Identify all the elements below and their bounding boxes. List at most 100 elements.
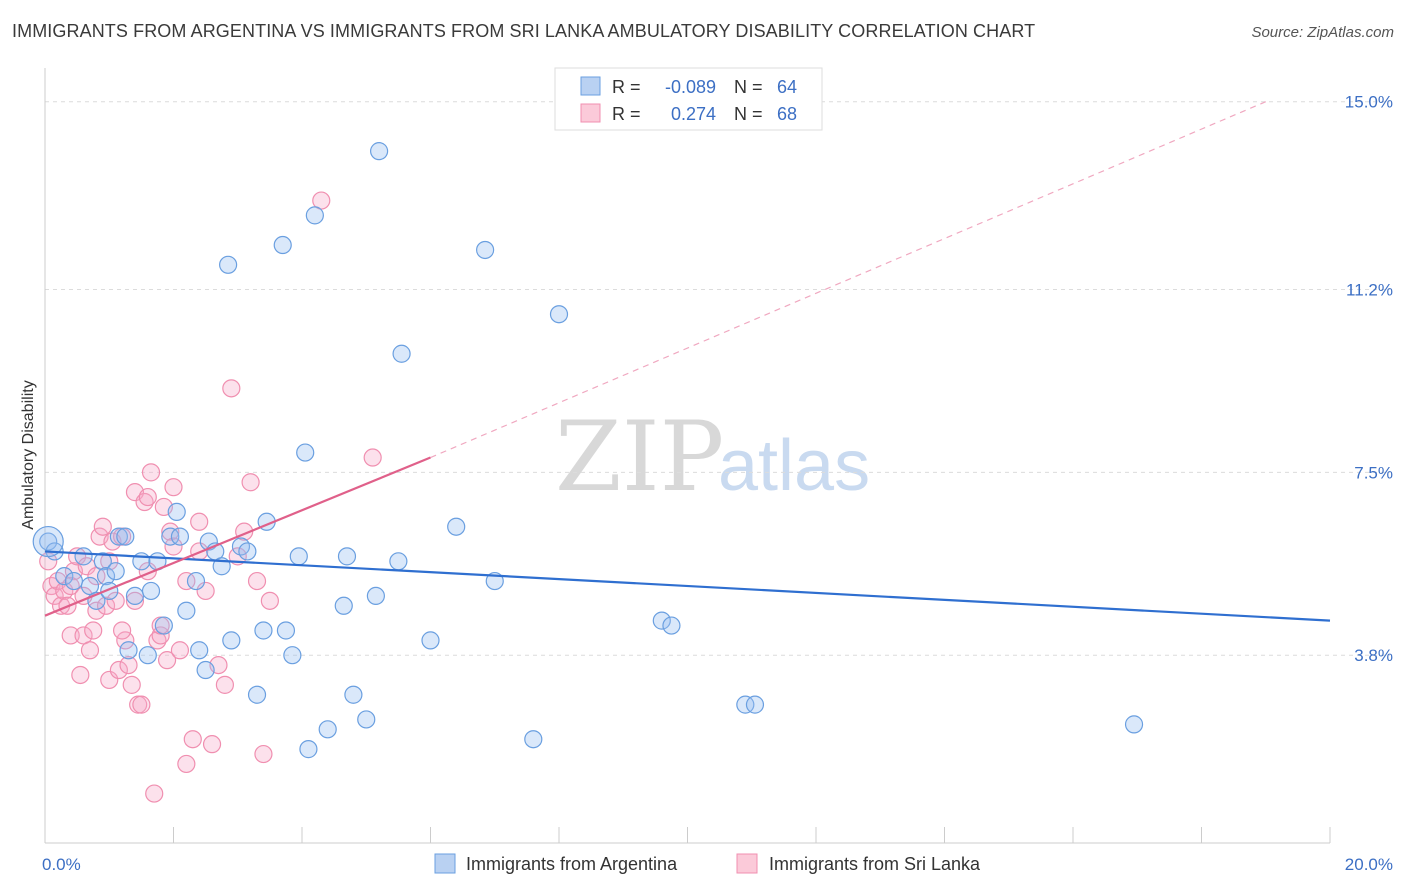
argentina-point: [222, 631, 241, 650]
argentina-point: [447, 517, 466, 536]
sri-lanka-point: [100, 552, 119, 571]
sri-lanka-point: [122, 675, 141, 694]
sri-lanka-point: [260, 591, 279, 610]
argentina-point: [370, 142, 389, 161]
y-tick-label: 7.5%: [1354, 463, 1393, 482]
sri-lanka-point: [138, 487, 157, 507]
sri-lanka-point: [45, 586, 64, 606]
argentina-trend-line: [44, 550, 1331, 622]
argentina-point: [39, 532, 58, 551]
sri-lanka-point: [161, 522, 180, 541]
argentina-point: [1124, 715, 1144, 734]
argentina-point: [119, 641, 138, 660]
legend-n-value: 68: [777, 104, 797, 124]
argentina-point: [736, 695, 755, 714]
sri-lanka-point: [177, 754, 196, 774]
argentina-point: [170, 527, 190, 546]
sri-lanka-points: [39, 191, 382, 803]
argentina-point: [141, 581, 161, 601]
argentina-point: [125, 586, 145, 606]
legend-swatch-pink: [580, 103, 601, 123]
argentina-point: [299, 740, 318, 759]
legend-swatch-argentina: [434, 853, 456, 874]
sri-lanka-point: [125, 591, 145, 610]
x-tick-labels: 0.0% 20.0%: [42, 855, 1393, 874]
sri-lanka-point: [202, 735, 222, 754]
argentina-point: [283, 646, 302, 665]
argentina-point: [421, 631, 440, 650]
sri-lanka-point: [190, 512, 209, 531]
argentina-point: [96, 567, 116, 586]
legend-r-label: R =: [612, 104, 641, 124]
sri-lanka-point: [100, 670, 119, 690]
correlation-legend: R = -0.089 N = 64 R = 0.274 N = 68: [554, 67, 823, 131]
series-legend: Immigrants from Argentina Immigrants fro…: [434, 853, 981, 874]
sri-lanka-point: [164, 537, 183, 556]
legend-n-label: N =: [734, 104, 763, 124]
argentina-point: [334, 596, 353, 615]
argentina-point: [524, 730, 543, 749]
legend-r-label: R =: [612, 77, 641, 97]
argentina-point: [109, 527, 128, 546]
legend-n-value: 64: [777, 77, 797, 97]
argentina-point: [219, 255, 238, 274]
legend-r-value: 0.274: [671, 104, 716, 124]
legend-label-sri-lanka: Immigrants from Sri Lanka: [769, 854, 981, 874]
argentina-point: [93, 552, 112, 571]
argentina-point: [289, 547, 308, 566]
axes: [44, 68, 1331, 844]
argentina-point: [318, 720, 337, 739]
argentina-point: [254, 621, 273, 640]
sri-lanka-point: [170, 641, 190, 660]
grid-lines: [45, 101, 1390, 656]
x-tick-label: 0.0%: [42, 855, 81, 874]
argentina-point: [238, 542, 257, 561]
argentina-point: [55, 567, 74, 586]
sri-lanka-point: [96, 596, 116, 615]
argentina-point: [196, 660, 215, 680]
y-tick-label: 3.8%: [1354, 646, 1393, 665]
y-axis-label: Ambulatory Disability: [20, 380, 37, 529]
legend-swatch-sri-lanka: [736, 853, 758, 874]
sri-lanka-point: [151, 626, 170, 645]
sri-lanka-point: [112, 621, 132, 640]
watermark-zip: ZIP: [555, 401, 724, 513]
argentina-point: [190, 641, 209, 660]
sri-lanka-point: [247, 571, 267, 591]
argentina-point: [662, 616, 681, 635]
argentina-point: [106, 562, 125, 581]
sri-lanka-point: [157, 651, 177, 670]
argentina-point-large: [32, 525, 64, 558]
y-tick-label: 11.2%: [1346, 281, 1393, 300]
sri-lanka-point: [87, 601, 106, 620]
argentina-point: [167, 502, 186, 521]
sri-lanka-point: [164, 478, 183, 497]
argentina-point: [161, 527, 180, 546]
sri-lanka-point: [93, 517, 112, 536]
argentina-point: [247, 685, 267, 704]
argentina-point: [476, 240, 495, 260]
argentina-point: [549, 305, 569, 324]
y-tick-labels: 3.8% 7.5% 11.2% 15.0%: [1345, 93, 1393, 665]
argentina-point: [64, 571, 84, 591]
sri-lanka-point: [177, 571, 196, 591]
x-tick-label: 20.0%: [1345, 855, 1393, 874]
source-label: Source: ZipAtlas.com: [1251, 24, 1394, 41]
argentina-point: [652, 611, 671, 630]
argentina-point: [392, 344, 411, 363]
argentina-point: [296, 443, 315, 462]
argentina-point: [186, 571, 206, 591]
sri-lanka-point: [141, 463, 161, 482]
argentina-point: [74, 547, 93, 566]
chart-title: IMMIGRANTS FROM ARGENTINA VS IMMIGRANTS …: [12, 21, 1036, 41]
argentina-point: [366, 586, 385, 606]
sri-lanka-point: [109, 660, 128, 680]
argentina-point: [276, 621, 296, 640]
sri-lanka-trend-extension: [430, 101, 1266, 459]
sri-lanka-point: [215, 675, 234, 694]
argentina-point: [305, 206, 324, 225]
argentina-point: [337, 547, 357, 566]
argentina-point: [745, 695, 765, 714]
sri-lanka-point: [241, 473, 260, 492]
argentina-point: [154, 616, 173, 635]
